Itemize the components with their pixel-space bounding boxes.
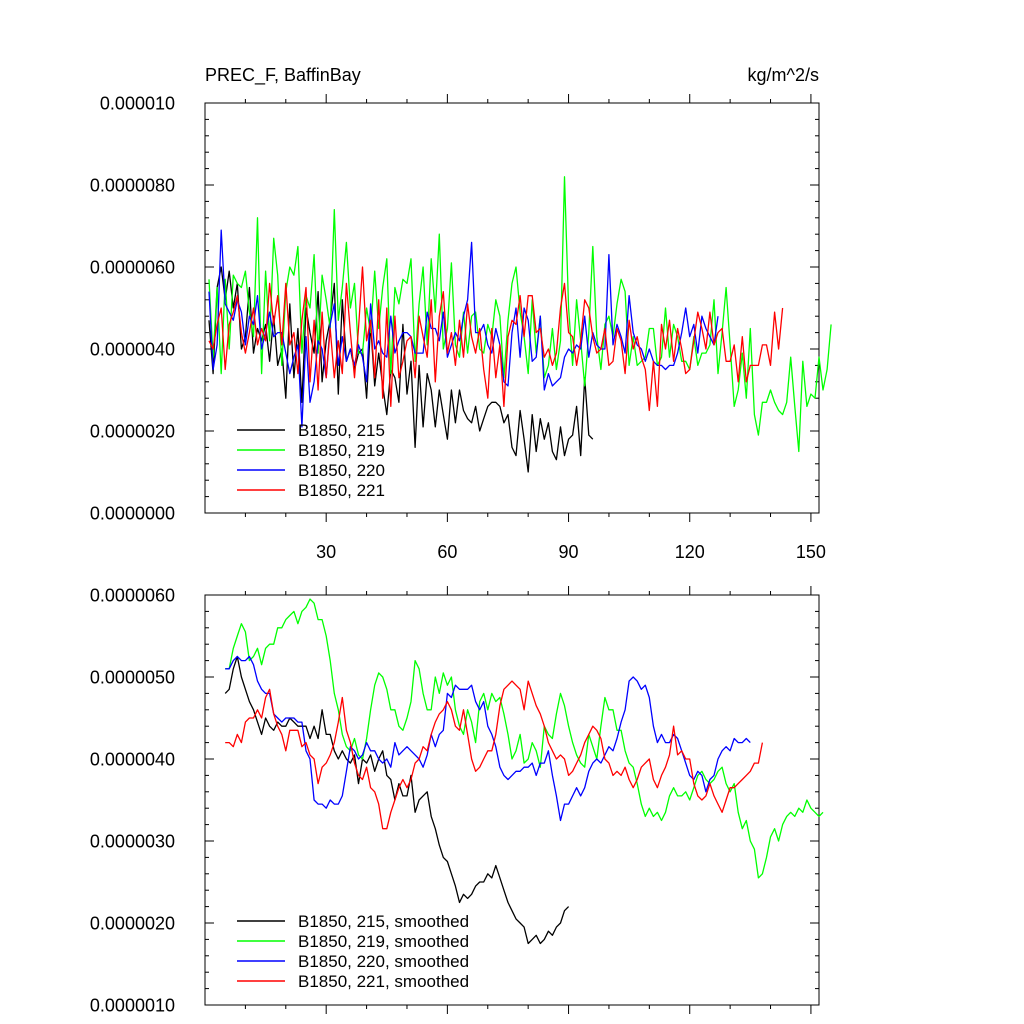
legend-label-220: B1850, 220 [298, 461, 385, 480]
y-tick-label: 0.0000020 [90, 422, 175, 442]
y-tick-label: 0.0000000 [90, 504, 175, 524]
y-tick-label: 0.0000080 [90, 176, 175, 196]
series-line-220 [208, 229, 719, 428]
x-tick-label: 120 [675, 542, 705, 562]
x-tick-label: 30 [316, 542, 336, 562]
x-tick-label: 60 [437, 542, 457, 562]
series-line-219 [208, 176, 832, 453]
plot-frame-bottom [204, 594, 820, 1006]
series-line-215 [224, 655, 570, 945]
series-bottom [224, 598, 824, 945]
ticks-top: 0.0000000 0.0000020 0.0000040 0.0000060 0.00… [90, 94, 826, 563]
series-line-219 [225, 598, 824, 879]
series-top [208, 176, 832, 473]
series-line-221 [208, 266, 784, 412]
ticks-bottom: 0.0000010 0.0000020 0.0000030 0.0000040 0.00… [90, 586, 819, 1016]
legend-label-221: B1850, 221 [298, 481, 385, 500]
panel-bottom: 0.0000010 0.0000020 0.0000030 0.0000040 0.00… [90, 586, 824, 1016]
plot-frame-top [204, 102, 820, 514]
legend-label-215: B1850, 215 [298, 421, 385, 440]
legend-label-215: B1850, 215, smoothed [298, 912, 469, 931]
units-label: kg/m^2/s [748, 65, 819, 85]
series-line-221 [225, 680, 764, 830]
legend-label-219: B1850, 219, smoothed [298, 932, 469, 951]
y-tick-label: 0.000010 [100, 94, 175, 114]
legend-label-221: B1850, 221, smoothed [298, 972, 469, 991]
panel-top: PREC_F, BaffinBay kg/m^2/s 0.00000000.00… [90, 65, 832, 563]
y-tick-label: 0.0000030 [90, 832, 175, 852]
x-tick-label: 150 [796, 542, 826, 562]
legend-label-220: B1850, 220, smoothed [298, 952, 469, 971]
y-tick-label: 0.0000060 [90, 586, 175, 606]
chart-title: PREC_F, BaffinBay [205, 65, 361, 86]
x-tick-label: 90 [559, 542, 579, 562]
y-tick-label: 0.0000040 [90, 750, 175, 770]
y-tick-label: 0.0000010 [90, 996, 175, 1016]
series-line-220 [225, 655, 751, 822]
y-tick-label: 0.0000060 [90, 258, 175, 278]
y-tick-label: 0.0000020 [90, 914, 175, 934]
y-tick-label: 0.0000050 [90, 668, 175, 688]
y-tick-label: 0.0000040 [90, 340, 175, 360]
legend-label-219: B1850, 219 [298, 441, 385, 460]
